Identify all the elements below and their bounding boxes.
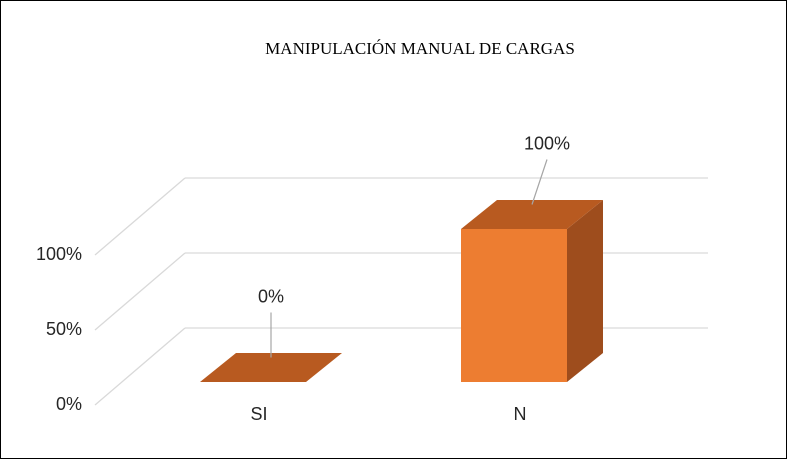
bar-front bbox=[461, 229, 567, 382]
grid-line-side bbox=[94, 177, 186, 256]
data-label: 0% bbox=[258, 286, 284, 306]
chart-title: MANIPULACIÓN MANUAL DE CARGAS bbox=[265, 39, 575, 58]
grid-line-side bbox=[94, 252, 186, 331]
bar-top bbox=[461, 200, 603, 229]
grid-line bbox=[94, 327, 708, 406]
data-label: 100% bbox=[524, 133, 570, 153]
bar-top bbox=[200, 353, 342, 382]
x-tick-label: SI bbox=[250, 404, 267, 424]
y-tick-label: 50% bbox=[46, 319, 82, 339]
y-tick-label: 0% bbox=[56, 394, 82, 414]
x-tick-label: N bbox=[514, 404, 527, 424]
grid-line-side bbox=[94, 327, 186, 406]
bar bbox=[200, 353, 342, 382]
bar bbox=[461, 200, 603, 382]
y-tick-label: 100% bbox=[36, 244, 82, 264]
grid-line bbox=[94, 177, 708, 256]
bar-side bbox=[567, 200, 603, 382]
grid-line bbox=[94, 252, 708, 331]
leader-line bbox=[531, 159, 548, 205]
